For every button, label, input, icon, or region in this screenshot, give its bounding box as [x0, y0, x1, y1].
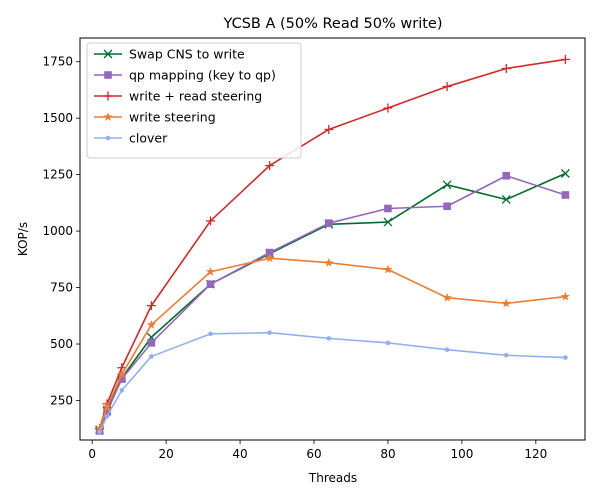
data-point: [560, 169, 570, 178]
legend-item: qp mapping (key to qp): [94, 68, 276, 83]
data-point: [117, 369, 127, 379]
data-point: [502, 171, 511, 180]
y-axis-label: KOP/s: [16, 222, 30, 256]
legend-marker: [105, 135, 111, 141]
data-point: [383, 264, 393, 274]
data-point: [95, 423, 105, 433]
data-point: [103, 407, 111, 416]
legend-label: write + read steering: [129, 89, 262, 104]
y-tick-label: 1500: [42, 111, 73, 125]
data-point: [324, 257, 334, 267]
legend-item: clover: [94, 131, 168, 146]
x-tick-label: 120: [524, 447, 547, 461]
data-point: [385, 340, 391, 346]
data-point: [146, 301, 156, 311]
y-tick-label: 1000: [42, 224, 73, 238]
data-point: [503, 353, 509, 358]
data-point: [325, 219, 333, 227]
data-point: [208, 331, 213, 337]
data-point: [206, 216, 216, 226]
x-tick-label: 20: [158, 447, 173, 461]
data-point: [104, 413, 110, 419]
y-tick-label: 1250: [42, 168, 73, 182]
data-point: [149, 354, 154, 359]
data-point: [442, 82, 452, 92]
legend-label: write steering: [129, 110, 216, 125]
legend-label: qp mapping (key to qp): [129, 68, 276, 83]
x-axis-label: Threads: [308, 471, 357, 485]
data-point: [326, 336, 332, 341]
data-point: [442, 180, 452, 190]
y-tick-label: 250: [50, 393, 73, 407]
data-point: [384, 204, 392, 213]
x-tick-label: 60: [306, 447, 321, 461]
data-point: [442, 292, 452, 302]
data-point: [324, 124, 334, 134]
data-point: [265, 253, 275, 263]
data-point: [119, 388, 125, 393]
y-tick-label: 750: [50, 281, 73, 295]
chart-title: YCSB A (50% Read 50% write): [223, 16, 443, 32]
data-point: [563, 355, 568, 360]
series-write-steering: [95, 253, 570, 433]
data-point: [147, 339, 156, 347]
y-tick-label: 1750: [42, 55, 73, 69]
legend-item: Swap CNS to write: [94, 47, 245, 62]
chart-legend: Swap CNS to write qp mapping (key to qp) w…: [86, 42, 302, 159]
plot-frame: [79, 37, 586, 441]
data-point: [560, 291, 570, 301]
data-point: [501, 63, 511, 73]
x-tick-label: 0: [88, 447, 96, 461]
data-point: [267, 330, 272, 336]
data-point: [117, 375, 126, 383]
plot-series: [95, 54, 570, 435]
legend-box: [86, 42, 302, 159]
legend-marker: [103, 112, 113, 121]
legend-marker: [103, 49, 113, 59]
data-point: [383, 217, 393, 227]
y-tick-label: 500: [50, 337, 73, 351]
data-point: [561, 191, 570, 199]
data-point: [560, 54, 570, 64]
data-point: [205, 266, 216, 276]
data-point: [501, 195, 511, 204]
data-point: [501, 298, 511, 308]
data-point: [443, 202, 451, 211]
series-clover: [97, 330, 568, 435]
data-point: [97, 429, 102, 435]
data-point: [265, 161, 275, 171]
data-point: [265, 248, 274, 257]
data-point: [444, 347, 450, 352]
data-point: [206, 280, 215, 288]
x-tick-label: 80: [380, 447, 395, 461]
legend-label: clover: [129, 131, 168, 146]
legend-item: write steering: [94, 110, 216, 125]
data-point: [383, 103, 393, 113]
axis-ticks: 0 20 40 60 80 100 120 250 500 750 1000 1250 1500 1750: [42, 55, 547, 461]
x-tick-label: 40: [232, 447, 247, 461]
legend-marker: [103, 91, 113, 101]
data-point: [146, 320, 156, 329]
x-tick-label: 100: [450, 447, 473, 461]
legend-item: write + read steering: [94, 89, 262, 104]
legend-label: Swap CNS to write: [129, 47, 245, 62]
data-point: [102, 402, 112, 412]
legend-marker: [104, 71, 112, 79]
